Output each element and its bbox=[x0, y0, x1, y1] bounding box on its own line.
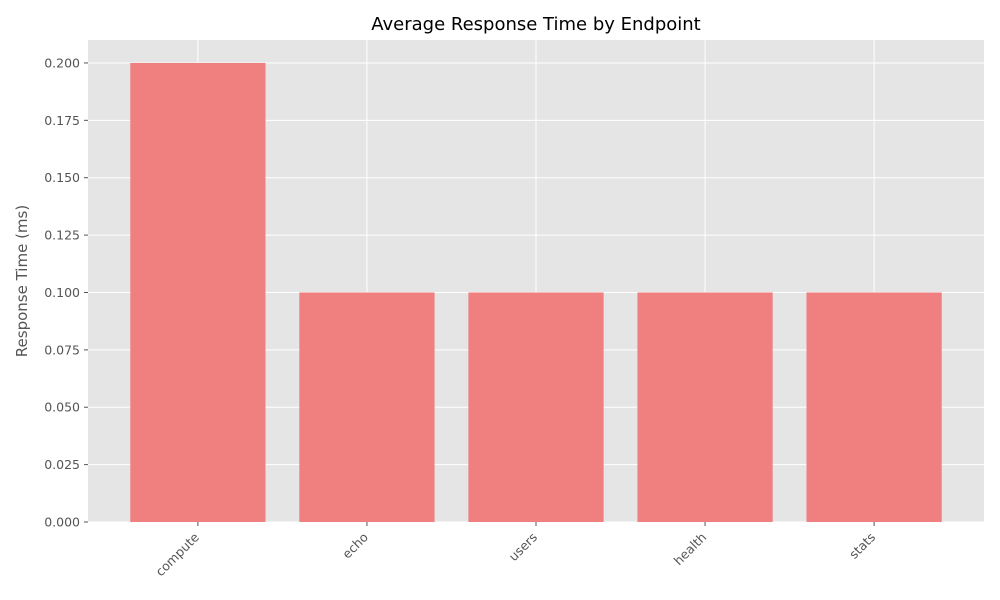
x-axis-ticks: compute echo users health stats bbox=[152, 522, 878, 579]
bar-users bbox=[468, 292, 604, 522]
x-tick-label: compute bbox=[152, 529, 202, 579]
y-axis-ticks: 0.000 0.025 0.050 0.075 0.100 0.125 0.150 0.175… bbox=[44, 55, 88, 530]
bars bbox=[130, 62, 942, 522]
bar-compute bbox=[130, 62, 266, 522]
bar-echo bbox=[299, 292, 435, 522]
y-tick-label: 0.050 bbox=[44, 400, 80, 415]
y-tick-label: 0.025 bbox=[44, 457, 80, 472]
chart-title: Average Response Time by Endpoint bbox=[371, 14, 701, 35]
bar-health bbox=[637, 292, 773, 522]
bar-stats bbox=[806, 292, 942, 522]
y-tick-label: 0.175 bbox=[44, 113, 80, 128]
y-axis-label: Response Time (ms) bbox=[13, 205, 31, 357]
y-tick-label: 0.125 bbox=[44, 228, 80, 243]
x-tick-label: users bbox=[506, 530, 540, 564]
y-tick-label: 0.100 bbox=[44, 285, 80, 300]
x-tick-label: echo bbox=[339, 530, 371, 562]
y-tick-label: 0.000 bbox=[44, 515, 80, 530]
x-tick-label: stats bbox=[846, 530, 878, 562]
x-tick-label: health bbox=[671, 530, 710, 569]
y-tick-label: 0.075 bbox=[44, 342, 80, 357]
y-tick-label: 0.150 bbox=[44, 170, 80, 185]
y-tick-label: 0.200 bbox=[44, 55, 80, 70]
